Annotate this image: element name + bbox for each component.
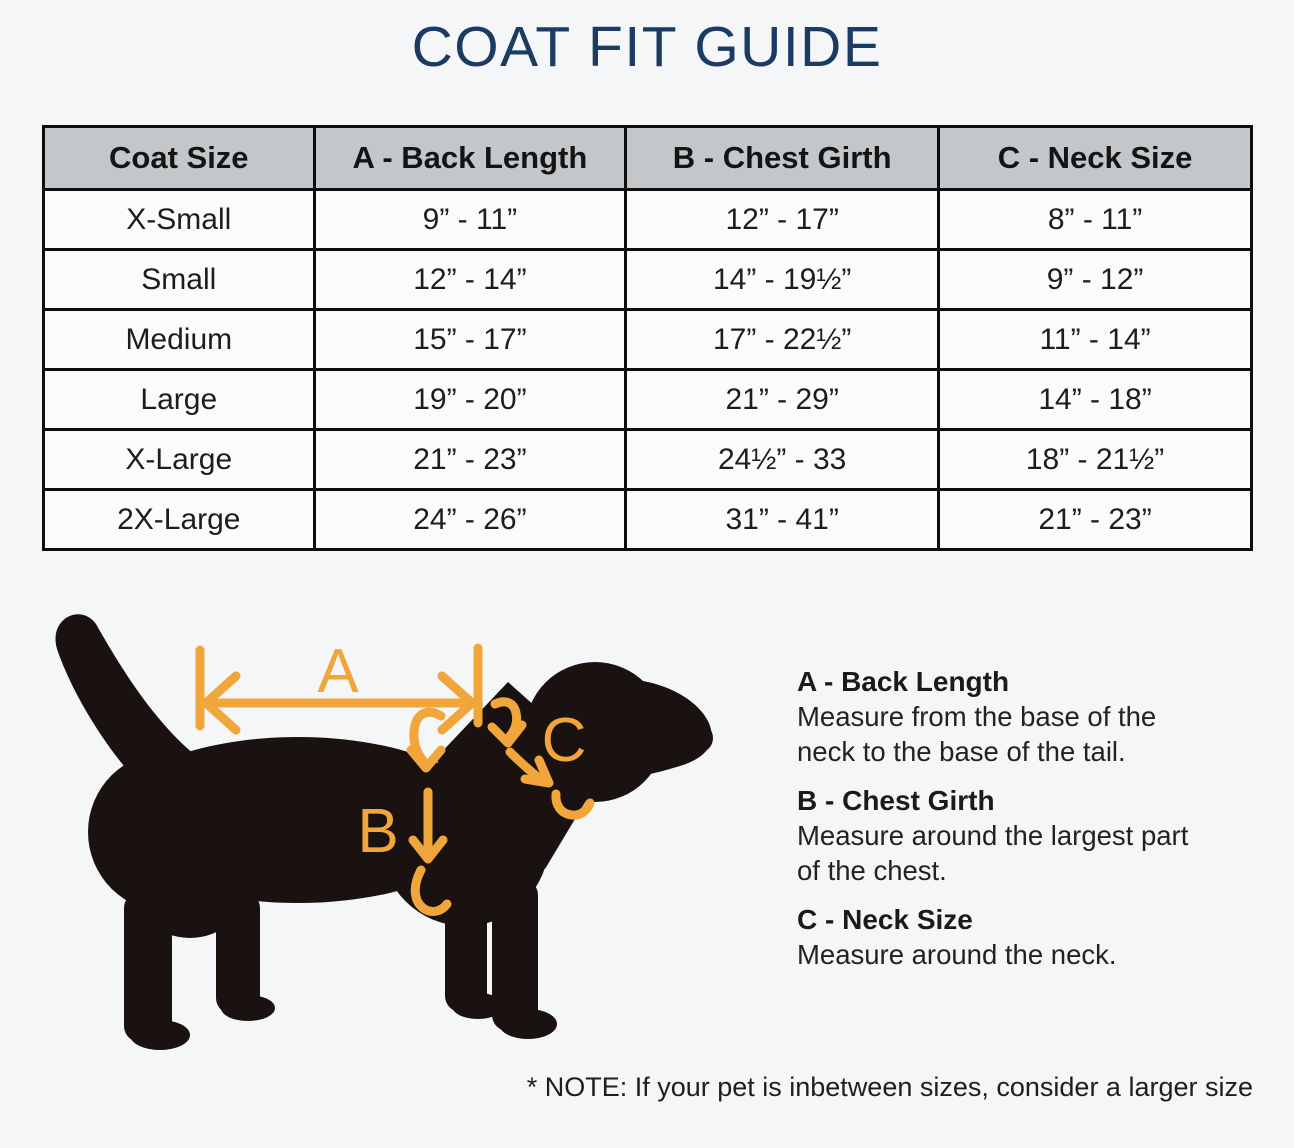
page-title: COAT FIT GUIDE [411, 15, 883, 79]
cell-neck-size: 14” - 18” [937, 368, 1253, 431]
cell-chest-girth: 12” - 17” [624, 188, 941, 251]
table-row: X-Large 21” - 23” 24½” - 33 18” - 21½” [42, 428, 1253, 491]
measurement-descriptions: A - Back Length Measure from the base of… [797, 664, 1217, 986]
cell-neck-size: 18” - 21½” [937, 428, 1253, 491]
desc-text-chest-girth: Measure around the largest part of the c… [797, 820, 1189, 886]
cell-coat-size: X-Large [42, 428, 316, 491]
desc-text-neck-size: Measure around the neck. [797, 939, 1117, 970]
back-length-arrow-icon [195, 643, 483, 735]
table-row: Large 19” - 20” 21” - 29” 14” - 18” [42, 368, 1253, 431]
column-header-chest-girth: B - Chest Girth [624, 125, 941, 191]
dog-measurement-diagram: A B C [55, 614, 713, 1050]
cell-chest-girth: 14” - 19½” [624, 248, 941, 311]
neck-size-arrow-icon [487, 697, 595, 820]
column-header-coat-size: Coat Size [42, 125, 316, 191]
cell-coat-size: Small [42, 248, 316, 311]
desc-heading-neck-size: C - Neck Size [797, 904, 973, 935]
table-row: Small 12” - 14” 14” - 19½” 9” - 12” [42, 248, 1253, 311]
cell-back-length: 21” - 23” [312, 428, 628, 491]
cell-chest-girth: 21” - 29” [624, 368, 941, 431]
cell-coat-size: Large [42, 368, 316, 431]
table-row: 2X-Large 24” - 26” 31” - 41” 21” - 23” [42, 488, 1253, 551]
diagram-label-b: B [357, 797, 398, 866]
cell-chest-girth: 24½” - 33 [624, 428, 941, 491]
size-table: Coat Size A - Back Length B - Chest Girt… [42, 125, 1253, 551]
cell-coat-size: 2X-Large [42, 488, 316, 551]
cell-chest-girth: 17” - 22½” [624, 308, 941, 371]
dog-silhouette-icon [55, 614, 713, 1050]
cell-back-length: 15” - 17” [312, 308, 628, 371]
table-row: X-Small 9” - 11” 12” - 17” 8” - 11” [42, 188, 1253, 251]
cell-back-length: 12” - 14” [312, 248, 628, 311]
cell-neck-size: 9” - 12” [937, 248, 1253, 311]
cell-back-length: 19” - 20” [312, 368, 628, 431]
cell-coat-size: Medium [42, 308, 316, 371]
desc-heading-chest-girth: B - Chest Girth [797, 785, 995, 816]
cell-chest-girth: 31” - 41” [624, 488, 941, 551]
cell-coat-size: X-Small [42, 188, 316, 251]
table-row: Medium 15” - 17” 17” - 22½” 11” - 14” [42, 308, 1253, 371]
cell-neck-size: 11” - 14” [937, 308, 1253, 371]
desc-text-back-length: Measure from the base of the neck to the… [797, 701, 1157, 767]
diagram-label-c: C [542, 706, 587, 775]
size-table-container: Coat Size A - Back Length B - Chest Girt… [42, 125, 1253, 551]
cell-neck-size: 21” - 23” [937, 488, 1253, 551]
desc-heading-back-length: A - Back Length [797, 666, 1010, 697]
sizing-note: * NOTE: If your pet is inbetween sizes, … [526, 1072, 1253, 1102]
chest-girth-arrow-icon [406, 707, 452, 916]
cell-back-length: 9” - 11” [312, 188, 628, 251]
table-header-row: Coat Size A - Back Length B - Chest Girt… [42, 125, 1253, 191]
diagram-label-a: A [317, 637, 359, 706]
cell-neck-size: 8” - 11” [937, 188, 1253, 251]
column-header-back-length: A - Back Length [312, 125, 628, 191]
column-header-neck-size: C - Neck Size [937, 125, 1253, 191]
cell-back-length: 24” - 26” [312, 488, 628, 551]
